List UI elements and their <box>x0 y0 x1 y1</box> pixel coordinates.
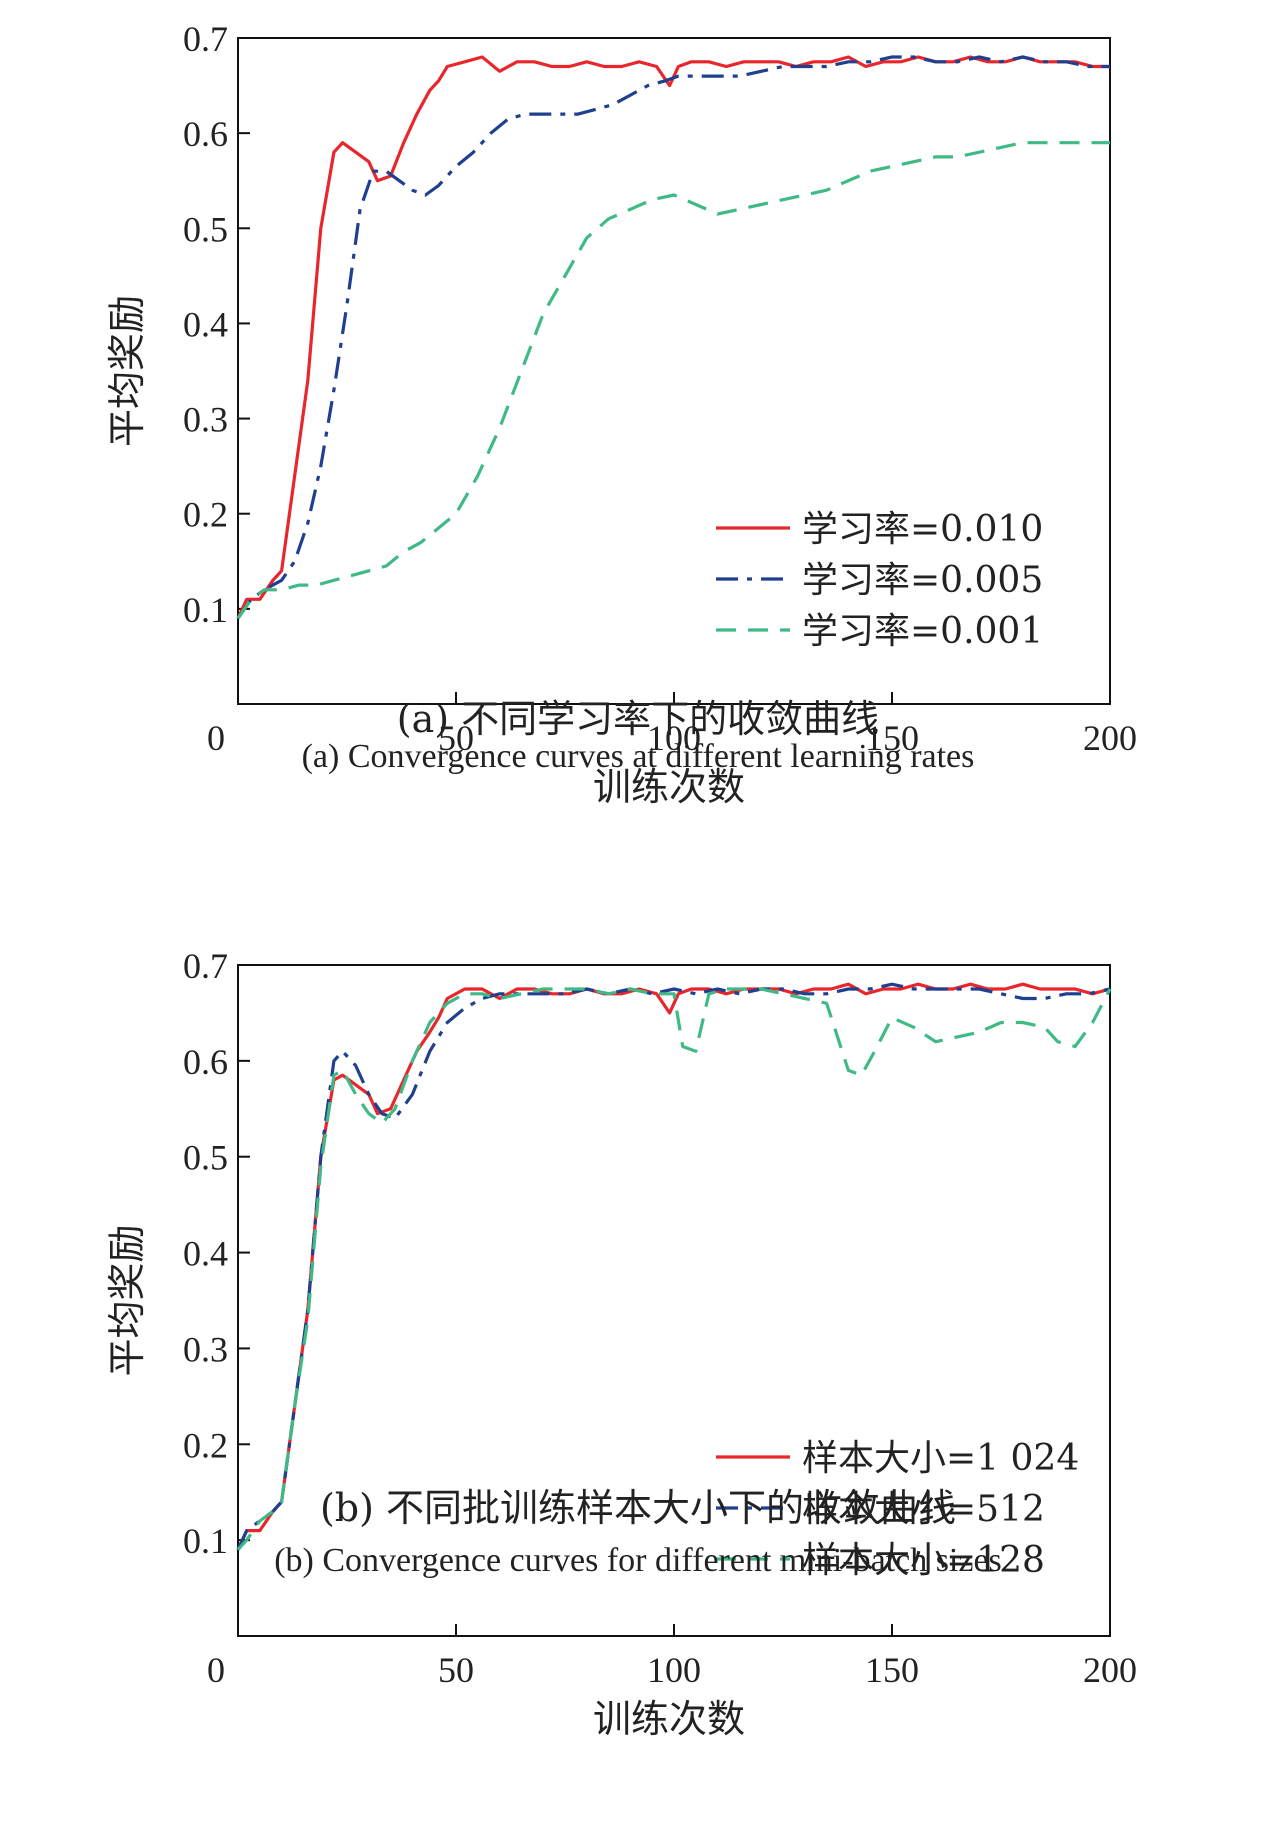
legend-label: 学习率=0.010 <box>802 509 1043 550</box>
figure-a: 0.1 0.2 0.3 0.4 0.5 0.6 0.7 0 50 100 150 200 训练次数 平均奖… <box>105 19 1137 809</box>
y-tick-label: 0.6 <box>183 1042 228 1082</box>
x-tick-label: 50 <box>438 718 474 758</box>
legend-label: 样本大小=128 <box>802 1540 1045 1581</box>
x-tick-label: 0 <box>207 1650 225 1690</box>
y-axis-label: 平均奖励 <box>105 1224 149 1376</box>
y-tick-label: 0.3 <box>183 1329 228 1369</box>
caption-en-b: (b) Convergence curves for different min… <box>274 1542 1002 1579</box>
y-tick-label: 0.2 <box>183 495 228 535</box>
caption-zh-b: (b) 不同批训练样本大小下的收敛曲线 <box>319 1486 957 1530</box>
x-tick-label: 200 <box>1083 718 1137 758</box>
series-line-a-3 <box>236 141 1110 620</box>
y-tick-label: 0.4 <box>183 1234 228 1274</box>
series-line-b-2 <box>236 982 1111 1551</box>
y-tick-label: 0.5 <box>183 1138 228 1178</box>
y-tick-label: 0.2 <box>183 1425 228 1465</box>
plot-frame-a <box>237 37 1111 705</box>
x-tick-label: 150 <box>865 1650 919 1690</box>
caption-en-a: (a) Convergence curves at different lear… <box>301 738 975 775</box>
x-tick-label: 150 <box>865 718 919 758</box>
x-tick-label: 200 <box>1083 1650 1137 1690</box>
chart-a: 0.1 0.2 0.3 0.4 0.5 0.6 0.7 0 50 100 150 200 训练次数 平均奖… <box>105 19 1137 809</box>
legend-label: 样本大小=1 024 <box>802 1438 1079 1479</box>
y-tick-label: 0.6 <box>183 114 228 154</box>
legend-label: 学习率=0.001 <box>802 611 1043 652</box>
x-axis-label: 训练次数 <box>593 1697 745 1741</box>
y-tick-label: 0.7 <box>183 946 228 986</box>
series-line-b-3 <box>236 987 1112 1551</box>
y-tick-label: 0.7 <box>183 19 228 59</box>
y-tick-label: 0.1 <box>183 1521 228 1561</box>
y-axis-label: 平均奖励 <box>105 295 149 447</box>
series-line-a-2 <box>236 55 1110 620</box>
x-tick-label: 100 <box>647 718 701 758</box>
x-axis-label: 训练次数 <box>593 765 745 809</box>
y-tick-label: 0.1 <box>183 590 228 630</box>
legend-label: 样本大小=512 <box>802 1489 1045 1530</box>
chart-b: 0.1 0.2 0.3 0.4 0.5 0.6 0.7 0 50 100 150 200 训练次数 平均奖… <box>105 946 1137 1741</box>
figure-b: 0.1 0.2 0.3 0.4 0.5 0.6 0.7 0 50 100 150 200 训练次数 平均奖… <box>0 930 1276 1838</box>
legend-label: 学习率=0.005 <box>802 560 1043 601</box>
x-tick-label: 100 <box>647 1650 701 1690</box>
y-tick-label: 0.4 <box>183 304 228 344</box>
x-tick-label: 50 <box>438 1650 474 1690</box>
y-tick-label: 0.3 <box>183 400 228 440</box>
x-tick-label: 0 <box>207 718 225 758</box>
caption-zh-a: (a) 不同学习率下的收敛曲线 <box>396 697 880 741</box>
y-tick-label: 0.5 <box>183 209 228 249</box>
plot-frame-b <box>237 964 1111 1637</box>
